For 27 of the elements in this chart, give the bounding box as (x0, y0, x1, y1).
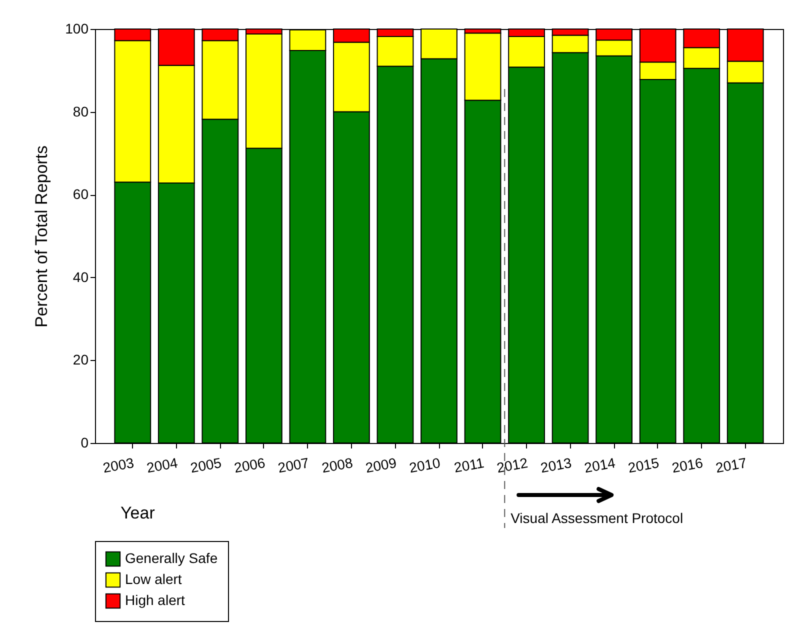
y-tick-label: 20 (72, 352, 89, 368)
x-tick-label: 2007 (276, 454, 310, 476)
x-tick-label: 2013 (539, 454, 573, 476)
x-tick-label: 2008 (320, 454, 354, 476)
x-tick-label: 2004 (145, 454, 180, 476)
x-tick-label: 2017 (714, 454, 748, 476)
legend-label: High alert (125, 592, 186, 608)
legend-label: Low alert (125, 571, 182, 587)
x-tick-label: 2016 (670, 454, 704, 476)
x-axis-title: Year (120, 504, 156, 522)
y-tick-label: 40 (72, 268, 89, 285)
y-tick-label: 60 (72, 186, 89, 202)
x-tick-label: 2010 (408, 454, 442, 476)
y-axis-title: Percent of Total Reports (32, 145, 52, 328)
x-tick-label: 2003 (102, 454, 136, 476)
x-tick-label: 2011 (452, 454, 486, 476)
ref-line-label: Visual Assessment Protocol (510, 510, 684, 526)
legend-label: Generally Safe (125, 550, 218, 566)
y-tick-label: 100 (65, 20, 89, 36)
x-tick-label: 2015 (626, 454, 660, 476)
y-tick-label: 80 (72, 103, 89, 120)
y-tick-label: 0 (80, 434, 89, 450)
x-tick-label: 2014 (583, 454, 617, 476)
x-tick-label: 2012 (496, 454, 530, 476)
x-tick-label: 2009 (364, 454, 398, 476)
x-tick-label: 2005 (189, 454, 223, 476)
x-tick-label: 2006 (232, 454, 267, 476)
